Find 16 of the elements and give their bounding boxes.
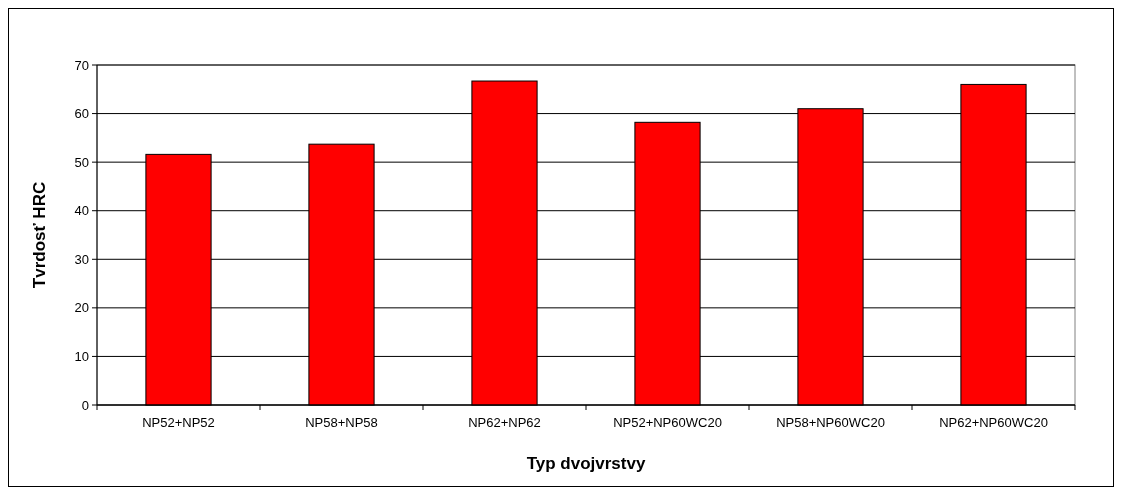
y-tick-label: 30	[74, 251, 89, 267]
y-tick-label: 0	[81, 397, 89, 413]
x-axis-title: Typ dvojvrstvy	[526, 454, 646, 473]
y-tick-label: 70	[74, 57, 89, 73]
y-tick-label: 40	[74, 203, 89, 219]
y-tick-label: 20	[74, 300, 89, 316]
y-tick-label: 10	[74, 348, 89, 364]
x-tick-label: NP62+NP60WC20	[939, 415, 1048, 430]
x-tick-label: NP52+NP60WC20	[613, 415, 722, 430]
y-tick-label: 60	[74, 106, 89, 122]
x-tick-label: NP62+NP62	[468, 415, 541, 430]
x-tick-label: NP52+NP52	[142, 415, 215, 430]
y-tick-label: 50	[74, 154, 89, 170]
y-axis-title: Tvrdosť HRC	[30, 181, 49, 289]
x-tick-label: NP58+NP58	[305, 415, 378, 430]
x-tick-label: NP58+NP60WC20	[776, 415, 885, 430]
